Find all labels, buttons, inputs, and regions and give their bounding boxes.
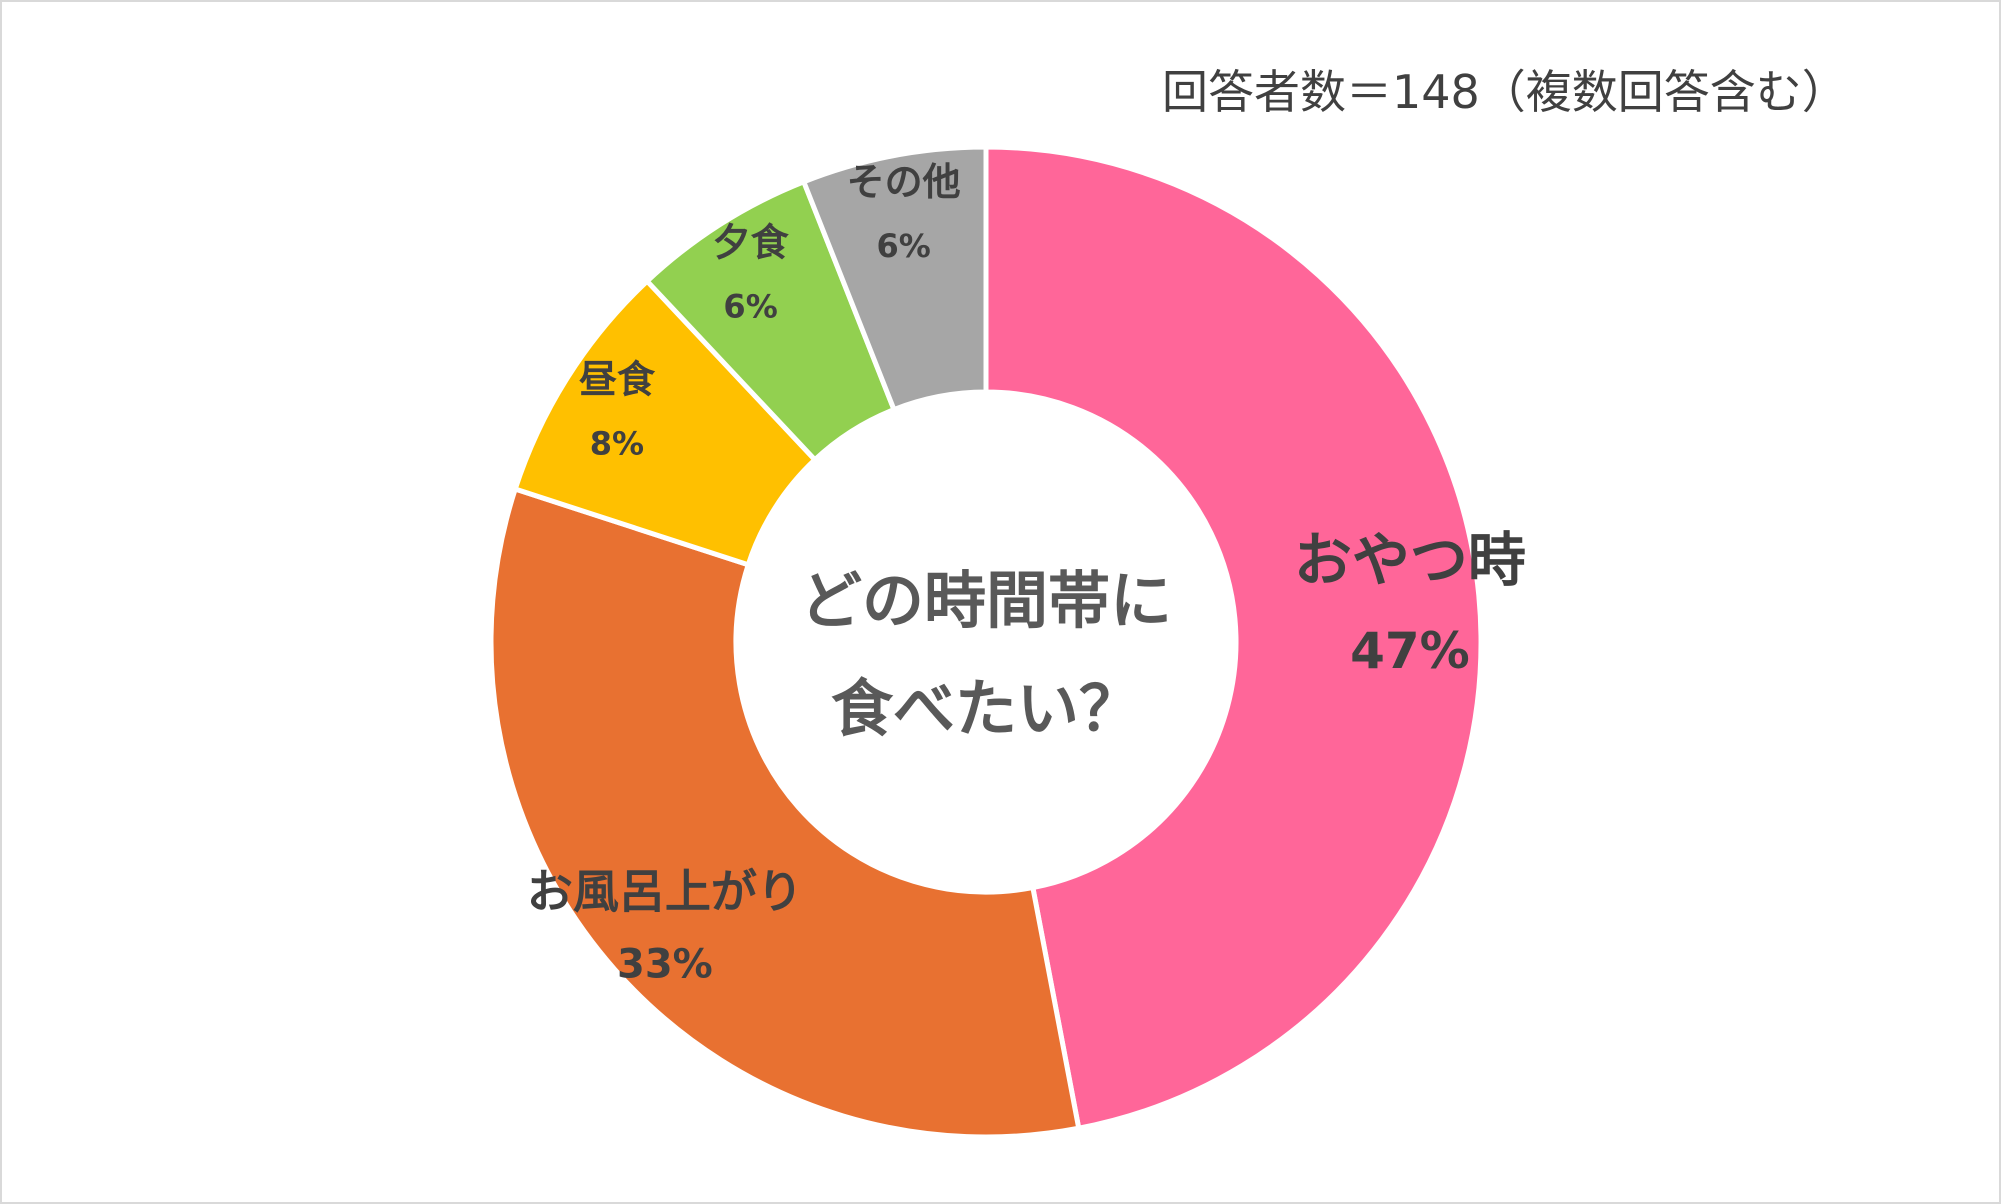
slice-5 — [800, 144, 989, 413]
donut-slices — [488, 144, 1484, 1140]
slice-4-value-label: 6% — [723, 288, 777, 326]
center-title-line-1: どの時間帯に — [800, 564, 1172, 637]
slice-2 — [488, 485, 1082, 1140]
slice-1-value-label: 47% — [1350, 622, 1470, 680]
slice-2-value-label: 33% — [617, 942, 713, 988]
center-title-line-2: 食べたい？ — [831, 672, 1141, 745]
respondent-note: 回答者数＝148（複数回答含む） — [1162, 65, 1848, 119]
donut-labels: おやつ時 47% お風呂上がり 33% 昼食 8% 夕食 6% その他 6% — [527, 160, 1526, 988]
slice-4-category-label: 夕食 — [713, 221, 790, 265]
slice-1 — [983, 144, 1484, 1132]
slice-1-category-label: おやつ時 — [1294, 526, 1526, 594]
slice-2-category-label: お風呂上がり — [527, 865, 803, 919]
slice-3-value-label: 8% — [590, 424, 644, 462]
slice-5-value-label: 6% — [877, 227, 931, 265]
slice-3-category-label: 昼食 — [579, 357, 656, 401]
slice-5-category-label: その他 — [847, 160, 961, 204]
